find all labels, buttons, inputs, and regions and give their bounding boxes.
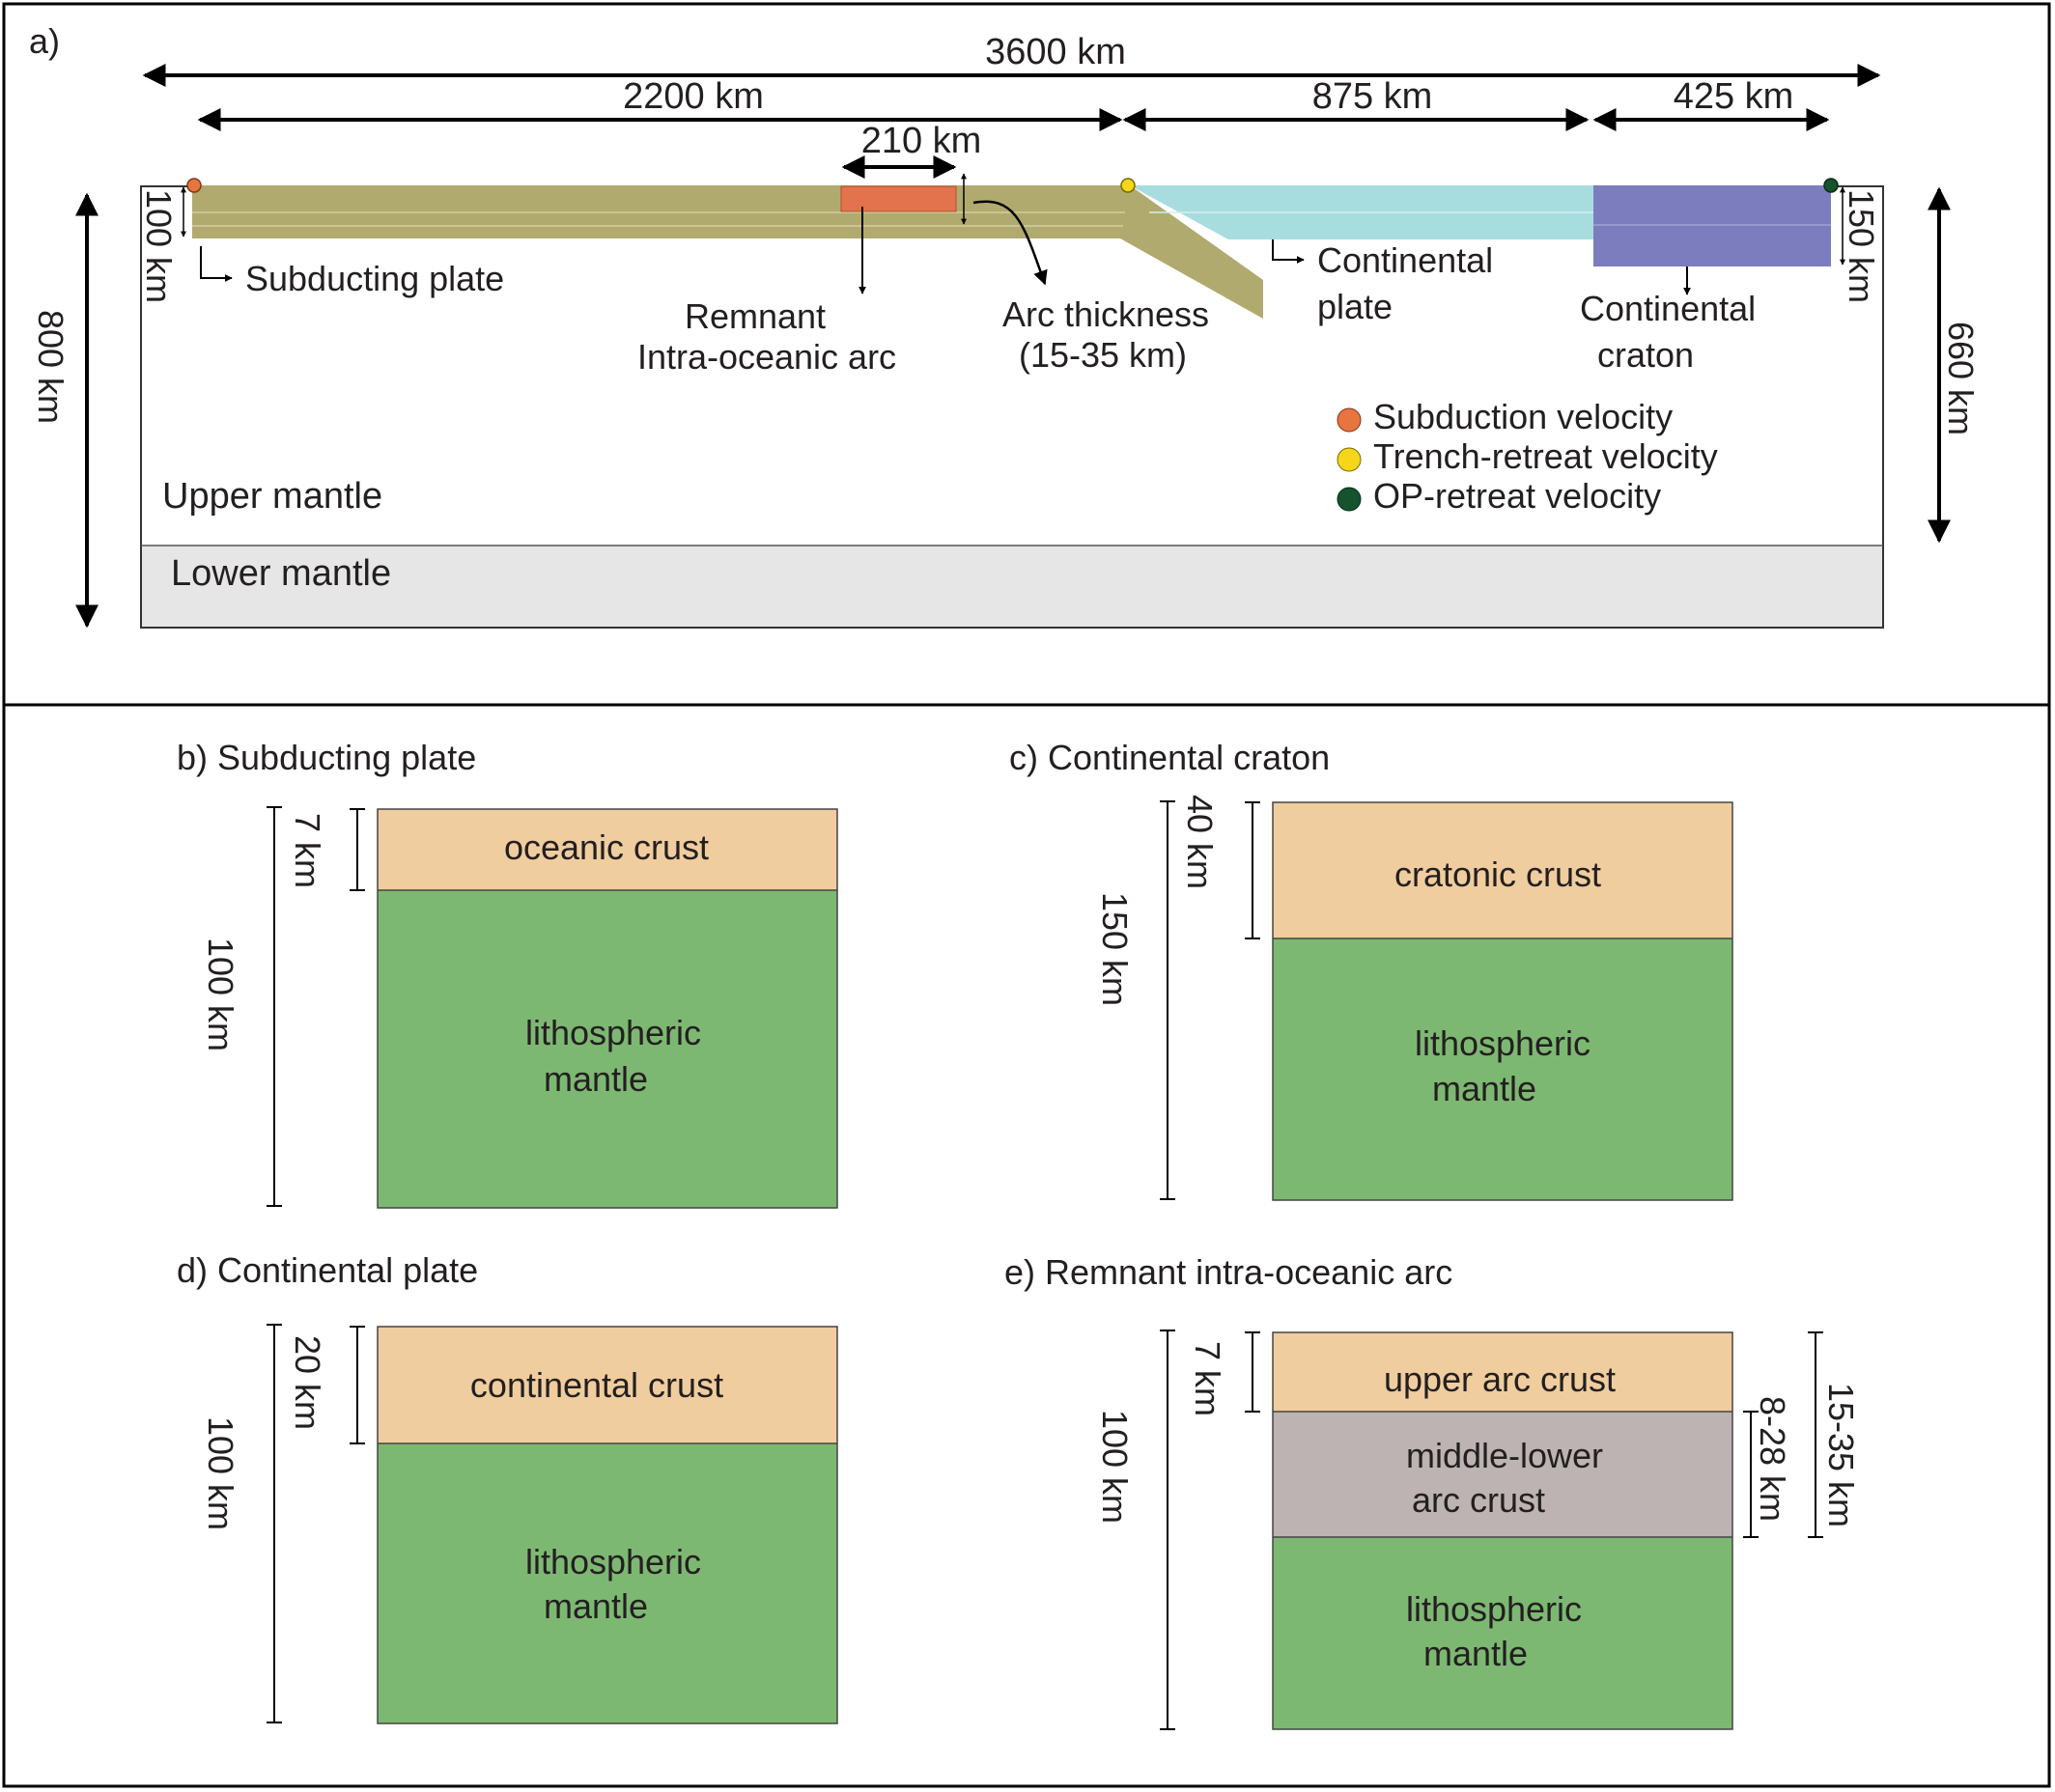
remnant-arc-shape: [840, 185, 957, 212]
lithospheric-mantle-layer: [1273, 1537, 1732, 1729]
total-thickness-label: 150 km: [1095, 892, 1135, 1006]
op-retreat-velocity-dot: [1823, 178, 1839, 193]
trench-retreat-velocity-dot: [1120, 178, 1136, 193]
oceanic-crust-layer: [378, 809, 837, 890]
arc-total-thickness-label: 15-35 km: [1821, 1383, 1861, 1527]
upper-crust-thickness-bracket: [1245, 1331, 1260, 1413]
lower-mantle-region: [142, 546, 1882, 627]
continental-plate-label-line1: Continental: [1317, 240, 1493, 280]
oceanic-crust-label: oceanic crust: [504, 827, 709, 867]
middle-arc-crust-label-line1: middle-lower: [1406, 1436, 1603, 1475]
arc-thickness-leader: [972, 200, 1048, 286]
column-outline: [1272, 801, 1733, 1201]
mantle-label-line1: lithospheric: [525, 1542, 701, 1582]
legend-trench-retreat-label: Trench-retreat velocity: [1373, 436, 1718, 476]
total-width-label: 3600 km: [985, 32, 1126, 72]
crust-thickness-label: 7 km: [288, 813, 327, 888]
crust-thickness-bracket: [350, 1326, 365, 1444]
arc-total-thickness-bracket: [1808, 1331, 1823, 1538]
total-thickness-bracket: [267, 1324, 282, 1723]
continental-crust-label: continental crust: [470, 1365, 723, 1405]
upper-arc-crust-layer: [1273, 1332, 1732, 1412]
continental-plate-leader: [1272, 239, 1305, 264]
mantle-label-line2: mantle: [544, 1586, 648, 1626]
arc-width-label: 210 km: [861, 121, 982, 161]
panel-e: e) Remnant intra-oceanic arc upper arc c…: [1004, 1252, 1861, 1730]
legend-subduction-dot: [1337, 407, 1362, 433]
craton-label-line1: Continental: [1580, 289, 1756, 328]
cratonic-crust-layer: [1273, 802, 1732, 938]
upper-crust-thickness-label: 7 km: [1188, 1341, 1227, 1416]
column-outline: [377, 808, 838, 1209]
continental-plate-label-line2: plate: [1317, 287, 1393, 326]
mantle-label-line1: lithospheric: [1415, 1023, 1591, 1063]
column-outline: [377, 1326, 838, 1724]
total-thickness-bracket: [1160, 800, 1175, 1200]
subduction-velocity-dot: [186, 178, 202, 193]
cratonic-crust-label: cratonic crust: [1394, 854, 1601, 894]
craton-label-line2: craton: [1597, 335, 1694, 375]
total-thickness-label: 100 km: [1095, 1410, 1135, 1524]
subducting-plate-leader: [200, 246, 233, 282]
legend-subduction-label: Subduction velocity: [1373, 397, 1673, 436]
crust-thickness-label: 20 km: [288, 1335, 327, 1430]
legend-op-retreat-dot: [1337, 487, 1362, 512]
crust-thickness-bracket: [1245, 801, 1260, 939]
mantle-label-line2: mantle: [1432, 1069, 1536, 1108]
crust-thickness-bracket: [350, 808, 365, 891]
upper-arc-crust-label: upper arc crust: [1384, 1359, 1616, 1399]
continental-craton-shape: [1593, 185, 1831, 266]
remnant-arc-label-line1: Remnant: [685, 296, 826, 336]
left-width-label: 2200 km: [623, 76, 764, 117]
lithospheric-mantle-layer: [1273, 938, 1732, 1200]
panel-d-title: d) Continental plate: [177, 1250, 478, 1290]
crust-thickness-label: 40 km: [1180, 795, 1220, 889]
middle-width-label: 875 km: [1312, 76, 1433, 117]
panel-c-title: c) Continental craton: [1009, 738, 1330, 777]
middle-lower-arc-crust-layer: [1273, 1412, 1732, 1537]
mantle-label-line1: lithospheric: [525, 1013, 701, 1052]
arc-thickness-label-line1: Arc thickness: [1002, 294, 1209, 334]
upper-mantle-label: Upper mantle: [162, 476, 382, 517]
mantle-label-line2: mantle: [544, 1059, 648, 1099]
legend-op-retreat-label: OP-retreat velocity: [1373, 476, 1661, 516]
legend-trench-retreat-dot: [1337, 447, 1362, 472]
total-thickness-bracket: [1160, 1330, 1175, 1730]
panel-e-title: e) Remnant intra-oceanic arc: [1004, 1252, 1452, 1292]
panel-d: d) Continental plate continental crust l…: [177, 1250, 838, 1724]
panel-c: c) Continental craton cratonic crust lit…: [1009, 738, 1733, 1201]
panels-b-e-frame: [2, 703, 2051, 1788]
model-depth-label: 800 km: [31, 310, 70, 424]
panel-b-title: b) Subducting plate: [177, 738, 476, 777]
plate-thickness-label: 100 km: [139, 189, 179, 303]
velocity-legend: Subduction velocity Trench-retreat veloc…: [1337, 397, 1718, 516]
total-thickness-label: 100 km: [201, 938, 240, 1051]
mantle-label-line1: lithospheric: [1406, 1589, 1582, 1629]
column-outline: [1272, 1331, 1733, 1730]
mantle-label-line2: mantle: [1423, 1634, 1528, 1673]
right-width-label: 425 km: [1674, 76, 1794, 117]
remnant-arc-label-line2: Intra-oceanic arc: [637, 337, 896, 377]
middle-crust-thickness-bracket: [1743, 1411, 1759, 1538]
upper-mantle-depth-label: 660 km: [1941, 322, 1981, 435]
panel-a-label: a): [29, 21, 60, 61]
continental-crust-layer: [378, 1327, 837, 1443]
lithospheric-mantle-layer: [378, 1443, 837, 1723]
lithospheric-mantle-layer: [378, 890, 837, 1208]
total-thickness-label: 100 km: [201, 1416, 240, 1530]
subducting-plate-shape: [192, 185, 1263, 319]
subducting-plate-label: Subducting plate: [245, 259, 504, 298]
arc-thickness-label-line2: (15-35 km): [1019, 335, 1187, 375]
craton-thickness-label: 150 km: [1842, 189, 1881, 303]
panel-a: a) 3600 km 2200 km 875 km 425 km 210 km: [2, 2, 2051, 707]
total-thickness-bracket: [267, 806, 282, 1207]
middle-crust-thickness-label: 8-28 km: [1753, 1396, 1792, 1522]
panel-b: b) Subducting plate oceanic crust lithos…: [177, 738, 838, 1209]
middle-arc-crust-label-line2: arc crust: [1412, 1480, 1545, 1520]
lower-mantle-label: Lower mantle: [171, 553, 391, 594]
